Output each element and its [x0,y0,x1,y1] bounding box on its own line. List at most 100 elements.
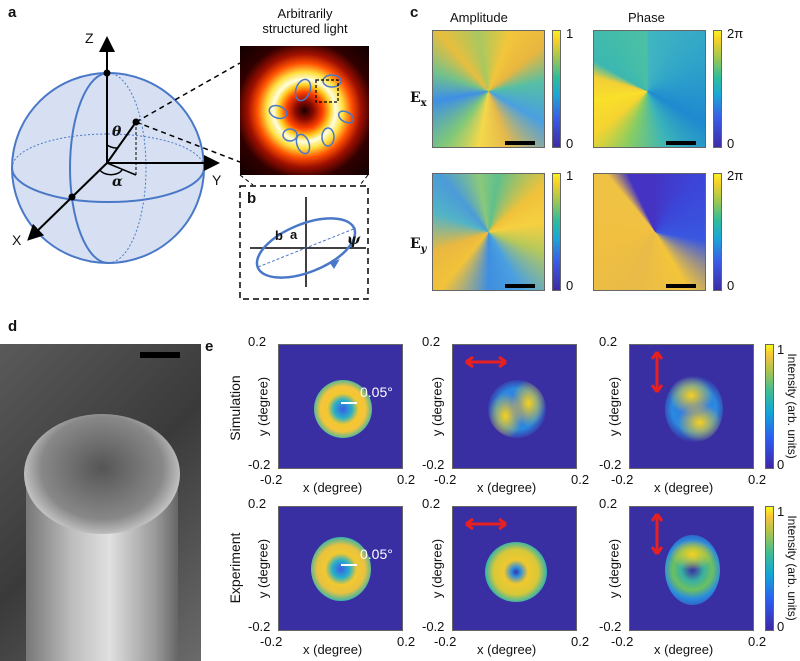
subscript-x: x [420,97,427,109]
row-label-simulation: Simulation [227,375,243,441]
y-axis-label: y (degree) [606,376,622,437]
cbar-max: 1 [566,26,574,41]
phase-colorbar [713,173,722,291]
cbar-max: 1 [777,342,785,357]
y-tick-min: -0.2 [422,619,445,634]
scale-bar [666,284,696,288]
panel-label-e: e [205,338,214,355]
cbar-min: 0 [777,619,785,634]
horizontal-polarization-arrow-icon [465,518,507,530]
amplitude-colorbar [552,30,561,148]
x-tick-max: 0.2 [571,472,590,487]
y-axis-label: y (degree) [429,376,445,437]
intensity-colorbar [765,344,774,469]
x-tick-min: -0.2 [611,634,634,649]
x-tick-min: -0.2 [611,472,634,487]
intensity-map [629,506,754,631]
poincare-sphere-diagram [11,36,240,264]
x-axis-label: X [12,232,22,248]
cbar-min: 0 [777,457,785,472]
structured-light-image [240,46,369,175]
x-tick-min: -0.2 [434,634,457,649]
ex-amplitude-map [432,30,545,148]
cbar-max: 2π [727,168,744,183]
y-tick-min: -0.2 [599,619,622,634]
title-line-2: structured light [262,21,348,36]
x-tick-max: 0.2 [397,472,416,487]
y-tick-max: 0.2 [422,496,441,511]
y-tick-max: 0.2 [248,496,267,511]
panel-label-a: a [8,4,17,21]
cbar-max: 1 [777,504,785,519]
scale-bar [666,141,696,145]
vertical-polarization-arrow-icon [651,351,663,393]
panel-b-diagram [239,175,369,300]
row-label-experiment: Experiment [227,532,243,604]
cbar-min: 0 [727,278,735,293]
subscript-y: y [420,243,427,255]
panel-label-d: d [8,318,18,335]
cbar-min: 0 [566,136,574,151]
x-axis-label: x (degree) [477,480,537,495]
cbar-min: 0 [727,136,735,151]
scale-bar [140,352,180,358]
x-tick-max: 0.2 [397,634,416,649]
row-label-ey: Ey [410,236,426,255]
scale-annotation: 0.05° [360,384,393,400]
horizontal-polarization-arrow-icon [465,356,507,368]
y-tick-min: -0.2 [422,457,445,472]
y-axis-label: y (degree) [255,538,271,599]
intensity-map [278,506,403,631]
x-axis-label: x (degree) [303,642,363,657]
semi-minor-label: b [275,228,283,243]
psi-label: ψ [347,232,361,248]
colorbar-label: Intensity (arb. units) [785,353,799,459]
structured-light-title: Arbitrarily structured light [245,6,365,36]
y-tick-min: -0.2 [248,457,271,472]
scale-bar [505,141,535,145]
polarization-ellipses [268,74,355,155]
amplitude-title: Amplitude [450,10,508,25]
phase-colorbar [713,30,722,148]
y-tick-max: 0.2 [248,334,267,349]
scale-bar [505,284,535,288]
intensity-map [452,506,577,631]
y-tick-max: 0.2 [422,334,441,349]
x-tick-max: 0.2 [748,634,767,649]
semi-major-label: a [290,227,298,242]
colorbar-label: Intensity (arb. units) [785,515,799,621]
ey-amplitude-map [432,173,545,291]
cbar-max: 2π [727,26,744,41]
title-line-1: Arbitrarily [277,6,333,21]
intensity-map [278,344,403,469]
panel-label-b: b [247,190,257,207]
x-axis-label: x (degree) [477,642,537,657]
intensity-colorbar [765,506,774,631]
ex-phase-map [593,30,706,148]
cbar-max: 1 [566,168,574,183]
panel-label-c: c [410,4,419,21]
x-tick-max: 0.2 [571,634,590,649]
intensity-map [629,344,754,469]
ey-phase-map [593,173,706,291]
intensity-map [452,344,577,469]
e-symbol: E [410,90,421,106]
x-tick-min: -0.2 [260,472,283,487]
y-tick-max: 0.2 [599,334,618,349]
white-arrow-icon [341,564,357,566]
z-axis-label: Z [85,30,94,46]
sem-image-metalens [0,344,201,661]
vertical-polarization-arrow-icon [651,513,663,555]
y-tick-min: -0.2 [248,619,271,634]
x-tick-max: 0.2 [748,472,767,487]
x-tick-min: -0.2 [434,472,457,487]
x-axis-label: x (degree) [654,480,714,495]
x-axis-label: x (degree) [303,480,363,495]
theta-label: θ [112,124,122,140]
x-axis-label: x (degree) [654,642,714,657]
y-axis-label: y (degree) [429,538,445,599]
y-axis-label: Y [212,172,222,188]
cbar-min: 0 [566,278,574,293]
scale-annotation: 0.05° [360,546,393,562]
y-tick-max: 0.2 [599,496,618,511]
